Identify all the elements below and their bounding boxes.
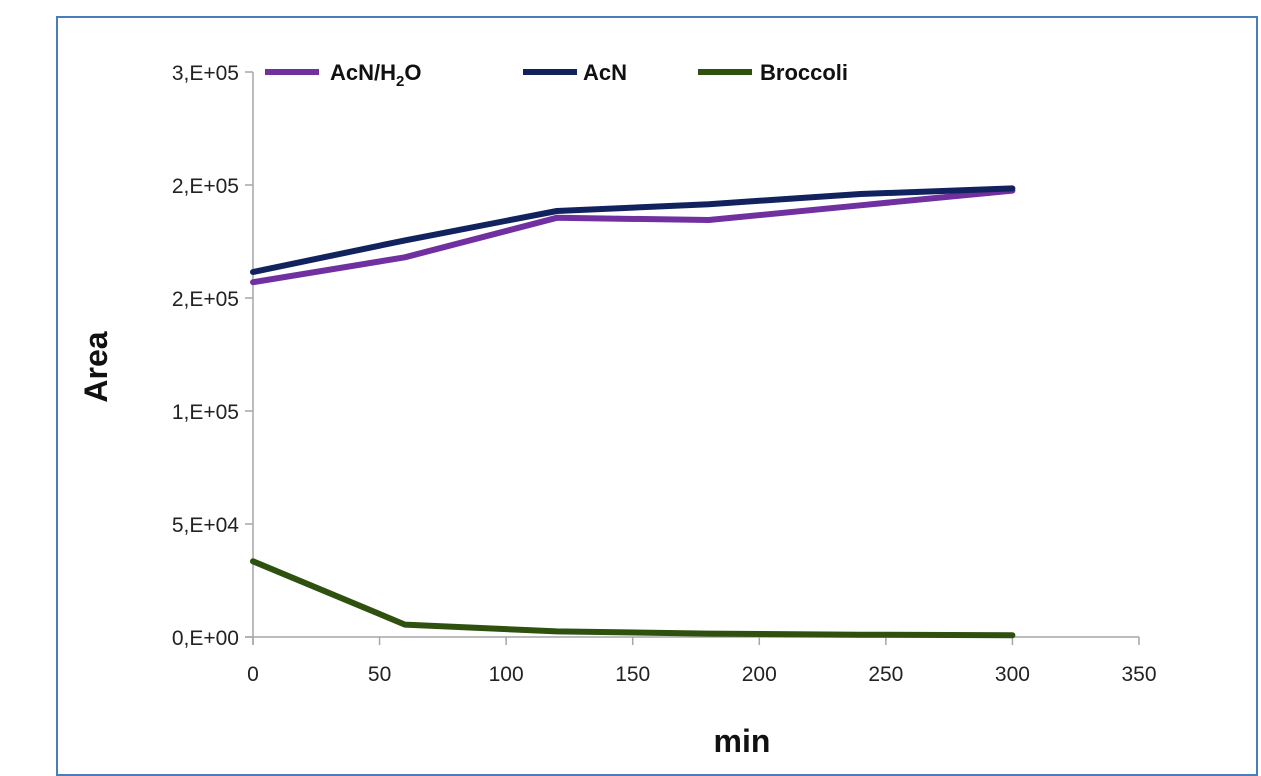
- x-tick-label: 300: [995, 663, 1030, 686]
- legend-label-acn-h2o: AcN/H2O: [330, 60, 421, 90]
- x-tick-label: 0: [247, 663, 259, 686]
- legend-label-acn: AcN: [583, 60, 627, 85]
- legend: AcN/H2O AcN Broccoli: [265, 60, 848, 90]
- series-layer: [250, 185, 1016, 639]
- axes: [245, 71, 1140, 645]
- x-tick-label: 50: [368, 663, 391, 686]
- y-tick-label: 2,E+05: [172, 288, 239, 311]
- y-tick-label: 5,E+04: [172, 514, 239, 537]
- legend-label-broccoli: Broccoli: [760, 60, 848, 85]
- x-tick-label: 200: [742, 663, 777, 686]
- x-tick-label: 350: [1121, 663, 1156, 686]
- x-tick-label: 100: [489, 663, 524, 686]
- tick-labels: 0,E+00 5,E+04 1,E+05 2,E+05 2,E+05 3,E+05 0 50 1…: [172, 62, 1157, 686]
- x-axis-title: min: [714, 723, 771, 759]
- x-tick-label: 250: [868, 663, 903, 686]
- y-tick-label: 2,E+05: [172, 175, 239, 198]
- series-line-broccoli: [250, 558, 1016, 639]
- series-line-acn: [250, 185, 1016, 275]
- x-tick-label: 150: [615, 663, 650, 686]
- series-line-acn-h2o: [250, 187, 1016, 286]
- y-tick-label: 3,E+05: [172, 62, 239, 85]
- y-tick-label: 0,E+00: [172, 627, 239, 650]
- y-axis-title: Area: [78, 331, 114, 402]
- y-tick-label: 1,E+05: [172, 401, 239, 424]
